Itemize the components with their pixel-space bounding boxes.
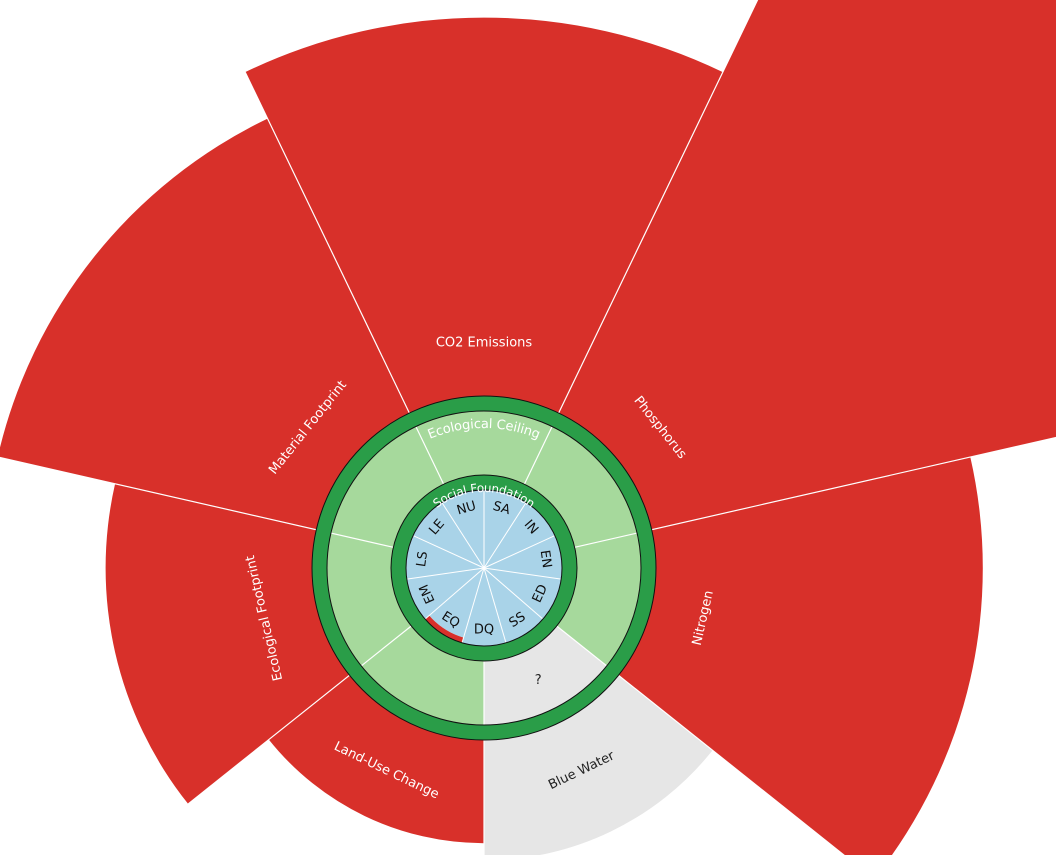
social-label: DQ — [474, 623, 494, 638]
foundation-ring-edge — [405, 489, 563, 647]
social-achieved — [405, 535, 484, 580]
social-label: SS — [507, 609, 529, 631]
social-divider — [461, 567, 485, 643]
social-achieved — [429, 568, 484, 638]
social-label: SA — [491, 499, 512, 518]
social-label: EN — [537, 549, 554, 569]
social-divider — [406, 567, 485, 580]
unknown-label: ? — [535, 673, 542, 688]
social-divider — [441, 502, 485, 569]
boundary-overshoot — [558, 0, 1056, 530]
social-achieved — [441, 490, 484, 568]
boundary-overshoot — [245, 17, 723, 414]
boundary-inner — [556, 533, 641, 666]
social-divider — [483, 567, 544, 620]
foundation-ring-edge — [390, 474, 578, 662]
social-label: NU — [455, 499, 478, 519]
boundary-divider — [523, 0, 759, 485]
social-divider — [483, 535, 556, 569]
social-achieved — [484, 568, 562, 620]
social-label: EM — [417, 582, 439, 606]
boundary-divider — [574, 436, 1056, 548]
social-divider — [483, 567, 507, 643]
boundary-inner — [327, 533, 412, 666]
ceiling-ring — [312, 396, 656, 740]
boundary-divider — [187, 625, 412, 805]
social-achieved — [484, 502, 555, 568]
boundary-overshoot — [618, 457, 983, 855]
boundary-overshoot — [484, 675, 713, 855]
ceiling-ring-edge — [311, 395, 657, 741]
social-divider — [424, 567, 485, 620]
boundary-inner — [484, 625, 607, 725]
boundary-inner — [524, 426, 638, 548]
boundary-inner — [361, 625, 484, 725]
social-label: LS — [414, 550, 431, 567]
boundary-overshoot — [105, 483, 350, 804]
social-divider — [412, 535, 485, 569]
social-achieved — [484, 535, 562, 580]
boundary-overshoot — [0, 118, 410, 530]
social-achieved — [484, 568, 543, 643]
social-shortfall — [425, 615, 464, 643]
boundary-inner — [415, 411, 553, 485]
social-achieved — [413, 502, 484, 568]
social-divider — [483, 502, 527, 569]
ceiling-ring-edge — [326, 410, 642, 726]
boundary-inner — [330, 426, 444, 548]
social-achieved — [484, 490, 527, 568]
social-divider — [483, 567, 562, 580]
boundary-overshoot — [268, 675, 484, 844]
boundary-label: CO2 Emissions — [436, 336, 533, 351]
social-achieved — [406, 568, 484, 620]
social-achieved — [462, 568, 506, 647]
social-label: ED — [530, 582, 551, 605]
foundation-ring — [391, 475, 577, 661]
